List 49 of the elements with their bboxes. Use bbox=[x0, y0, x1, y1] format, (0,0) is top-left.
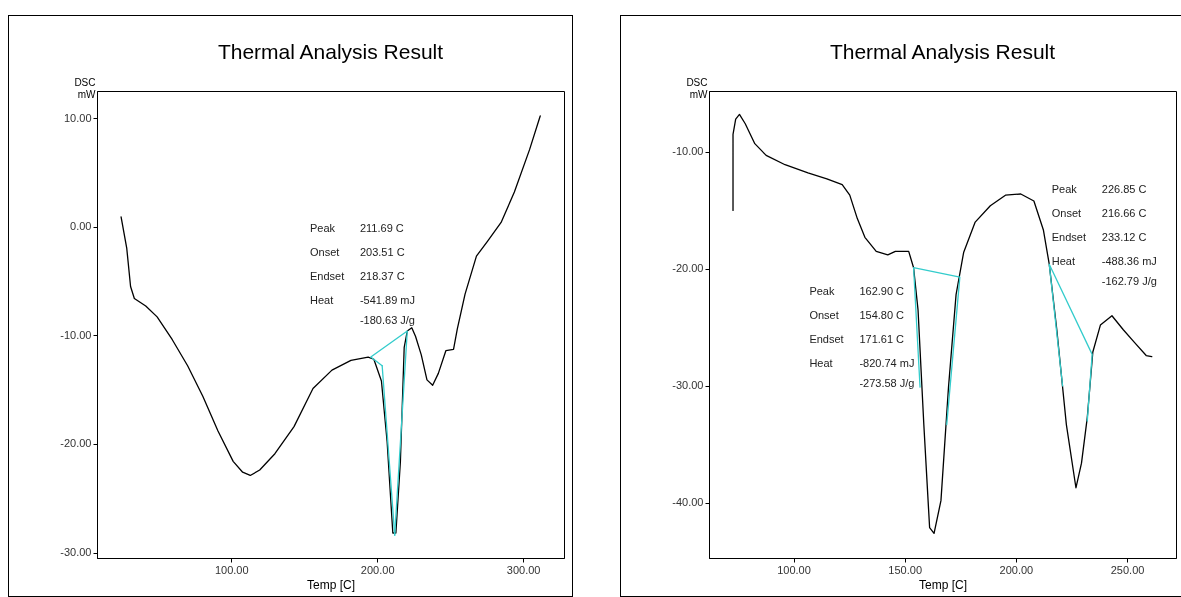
annotation: -488.36 mJ bbox=[1101, 255, 1157, 268]
annotation: 162.90 C bbox=[859, 285, 905, 298]
y-tick-label: -10.00 bbox=[60, 328, 92, 341]
annotation: 154.80 C bbox=[859, 309, 905, 322]
annotation: -273.58 J/g bbox=[859, 377, 915, 390]
chart-title: Thermal Analysis Result bbox=[217, 40, 444, 63]
x-tick-label: 150.00 bbox=[888, 563, 923, 576]
annotation: 226.85 C bbox=[1101, 183, 1147, 196]
y-axis-title: DSC mW bbox=[686, 76, 709, 100]
x-tick-label: 100.00 bbox=[777, 563, 811, 576]
y-tick-label: -20.00 bbox=[672, 262, 704, 275]
annotation: 233.12 C bbox=[1101, 231, 1147, 244]
annotation: Peak bbox=[1051, 183, 1078, 196]
y-tick-label: 10.00 bbox=[63, 111, 92, 124]
x-axis-title: Temp [C] bbox=[918, 577, 968, 592]
annotation: Peak bbox=[809, 285, 835, 298]
x-axis-title: Temp [C] bbox=[306, 577, 356, 592]
y-tick-label: -40.00 bbox=[672, 496, 704, 509]
annotation: Heat bbox=[309, 293, 334, 306]
x-tick-label: 200.00 bbox=[360, 563, 395, 576]
annotation: -162.79 J/g bbox=[1101, 275, 1157, 288]
annotation: Onset bbox=[309, 245, 340, 258]
annotation: 216.66 C bbox=[1101, 207, 1147, 220]
annotation: Heat bbox=[809, 357, 833, 370]
annotation: Heat bbox=[1051, 255, 1076, 268]
annotation: Onset bbox=[809, 309, 839, 322]
y-tick-label: -10.00 bbox=[672, 145, 704, 158]
annotation: Onset bbox=[1051, 207, 1082, 220]
annotation: Endset bbox=[1051, 231, 1087, 244]
annotation: 211.69 C bbox=[359, 221, 404, 234]
x-tick-label: 100.00 bbox=[214, 563, 249, 576]
y-tick-label: 0.00 bbox=[70, 220, 92, 233]
annotation: 203.51 C bbox=[359, 245, 405, 258]
chart-title: Thermal Analysis Result bbox=[829, 40, 1056, 63]
x-tick-label: 200.00 bbox=[999, 563, 1034, 576]
y-axis-title: DSC mW bbox=[74, 76, 97, 100]
annotation: -180.63 J/g bbox=[359, 313, 415, 326]
annotation: 218.37 C bbox=[359, 269, 405, 282]
annotation: -820.74 mJ bbox=[859, 357, 915, 370]
y-tick-label: -20.00 bbox=[60, 437, 92, 450]
annotation: Endset bbox=[809, 333, 844, 346]
annotation: Endset bbox=[309, 269, 345, 282]
y-tick-label: -30.00 bbox=[672, 379, 704, 392]
annotation: Peak bbox=[309, 221, 336, 234]
annotation: -541.89 mJ bbox=[359, 293, 415, 306]
x-tick-label: 250.00 bbox=[1110, 563, 1145, 576]
y-tick-label: -30.00 bbox=[60, 546, 92, 559]
annotation: 171.61 C bbox=[859, 333, 905, 346]
x-tick-label: 300.00 bbox=[506, 563, 541, 576]
